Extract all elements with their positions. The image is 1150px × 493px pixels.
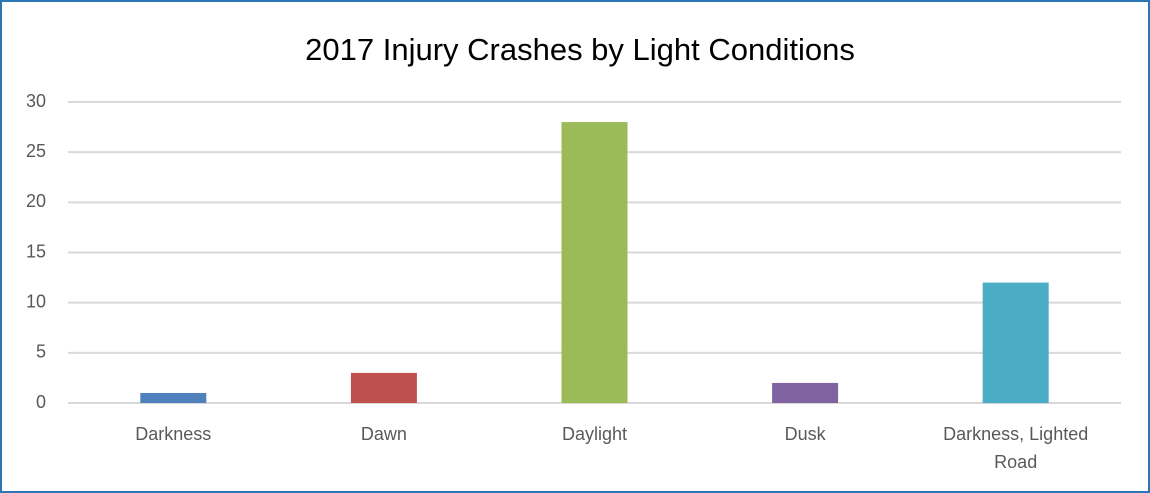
bar [561,122,628,404]
y-tick-label: 0 [36,392,46,412]
x-tick-label: Dawn [360,424,407,444]
y-tick-label: 15 [26,241,46,261]
x-tick-label: Daylight [561,424,628,444]
x-tick-label: Darkness [135,424,212,444]
y-tick-label: 20 [26,191,46,211]
bar [772,382,839,403]
bar [350,372,417,403]
y-tick-label: 25 [26,141,46,161]
y-tick-label: 30 [26,91,46,111]
y-tick-label: 10 [26,291,46,311]
x-tick-label: Dusk [784,424,826,444]
y-tick-label: 5 [36,342,46,362]
bar [140,392,207,403]
chart-title: 2017 Injury Crashes by Light Conditions [305,32,855,67]
x-tick-label: Darkness, Lighted Road [943,424,1089,472]
bar [982,282,1049,403]
